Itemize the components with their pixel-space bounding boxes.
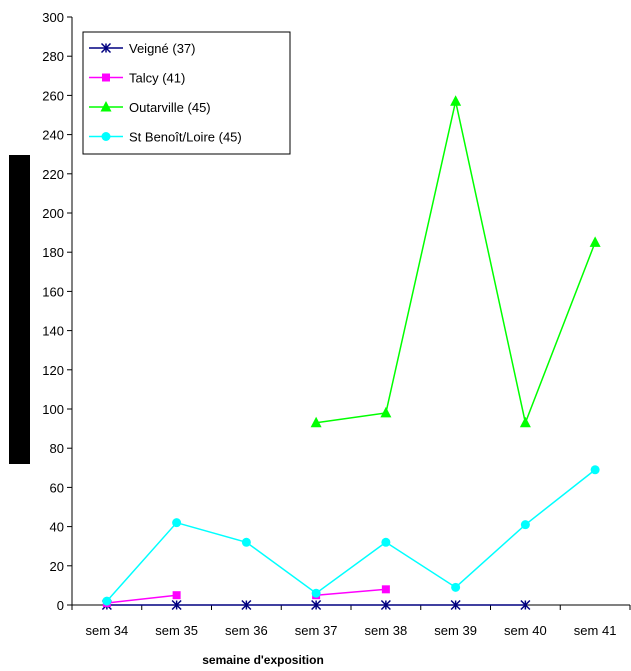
x-tick-label: sem 41 <box>574 623 617 638</box>
y-tick-label: 160 <box>42 284 64 299</box>
series-veign-37 <box>101 599 531 611</box>
data-point <box>381 585 390 594</box>
x-tick-label: sem 39 <box>434 623 477 638</box>
y-tick-label: 20 <box>50 559 64 574</box>
data-point <box>172 518 182 528</box>
data-point <box>451 582 461 592</box>
data-point <box>589 236 601 247</box>
y-tick-label: 180 <box>42 245 64 260</box>
data-point <box>380 599 391 611</box>
series-line <box>316 101 596 426</box>
data-point <box>311 588 321 598</box>
y-tick-label: 120 <box>42 363 64 378</box>
y-tick-label: 140 <box>42 324 64 339</box>
redaction-bar <box>9 155 30 464</box>
series-line <box>106 594 177 604</box>
legend-marker <box>102 73 110 82</box>
x-tick-label: sem 34 <box>86 623 129 638</box>
y-tick-label: 200 <box>42 206 64 221</box>
series-line <box>316 588 386 596</box>
legend: Veigné (37) Talcy (41) Outarville (45) St B… <box>82 31 291 155</box>
y-tick-label: 80 <box>50 441 64 456</box>
data-point <box>102 596 112 606</box>
x-tick-label: sem 40 <box>504 623 547 638</box>
y-tick-label: 0 <box>57 598 64 613</box>
data-point <box>241 599 252 611</box>
y-tick-label: 100 <box>42 402 64 417</box>
data-point <box>519 416 531 428</box>
data-point <box>171 599 182 611</box>
data-point <box>520 520 530 530</box>
y-tick-label: 40 <box>50 520 64 535</box>
data-point <box>311 599 322 611</box>
data-point <box>450 599 461 611</box>
legend-box <box>82 31 291 155</box>
series-line <box>106 469 596 602</box>
series-lines <box>101 95 601 611</box>
data-point <box>381 537 391 547</box>
series-st-beno-t-loire-45 <box>102 465 600 606</box>
y-axis-ticks: 0 20 40 60 80 100 120 140 160 180 200 220 240 260 280 3… <box>42 10 72 613</box>
legend-label: Outarville (45) <box>129 100 211 115</box>
data-point <box>520 599 531 611</box>
legend-marker <box>101 132 111 141</box>
x-tick-label: sem 35 <box>155 623 198 638</box>
y-tick-label: 280 <box>42 49 64 64</box>
y-tick-label: 300 <box>42 10 64 25</box>
y-tick-label: 240 <box>42 128 64 143</box>
x-tick-label: sem 38 <box>365 623 408 638</box>
series-outarville-45 <box>310 95 601 428</box>
legend-marker <box>100 42 112 54</box>
x-tick-label: sem 37 <box>295 623 338 638</box>
y-tick-label: 60 <box>50 480 64 495</box>
y-tick-label: 220 <box>42 167 64 182</box>
data-point <box>172 591 181 600</box>
data-point <box>380 406 392 418</box>
x-axis-ticks: sem 34 sem 35 sem 36 sem 37 sem 38 sem 39 sem … <box>71 605 631 638</box>
y-tick-label: 260 <box>42 88 64 103</box>
legend-label: Talcy (41) <box>129 71 185 86</box>
legend-marker <box>100 101 112 112</box>
x-axis-label: semaine d'exposition <box>202 653 324 667</box>
legend-label: St Benoît/Loire (45) <box>129 130 242 145</box>
data-point <box>450 95 462 106</box>
data-point <box>310 416 322 428</box>
data-point <box>590 465 600 475</box>
legend-label: Veigné (37) <box>129 41 196 56</box>
data-point <box>241 537 251 547</box>
x-tick-label: sem 36 <box>225 623 268 638</box>
